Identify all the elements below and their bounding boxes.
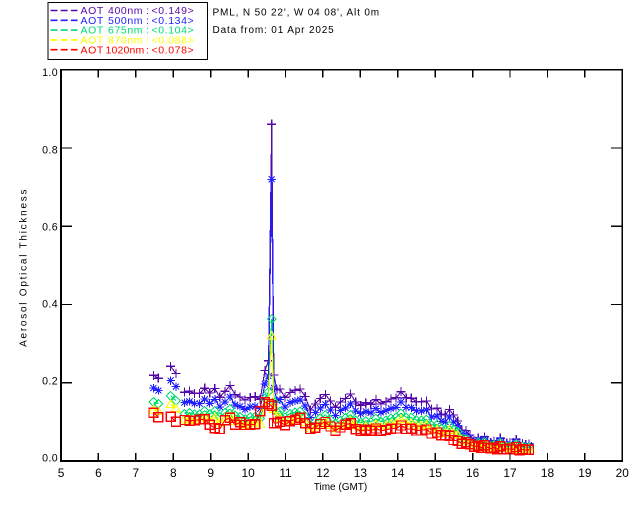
svg-text:16: 16 xyxy=(466,466,480,480)
svg-text:<0.134>: <0.134> xyxy=(152,15,195,27)
svg-text::: : xyxy=(146,25,149,37)
svg-text::: : xyxy=(146,35,149,47)
svg-text:AOT: AOT xyxy=(81,25,104,37)
svg-text:Time (GMT): Time (GMT) xyxy=(314,482,368,493)
svg-text:500nm: 500nm xyxy=(108,15,143,27)
svg-text:<0.149>: <0.149> xyxy=(152,5,195,17)
svg-text:870nm: 870nm xyxy=(108,35,143,47)
svg-text:20: 20 xyxy=(616,466,630,480)
svg-text:17: 17 xyxy=(503,466,517,480)
svg-text:7: 7 xyxy=(132,466,139,480)
svg-text:10: 10 xyxy=(241,466,255,480)
svg-text:8: 8 xyxy=(170,466,177,480)
svg-text:0.0: 0.0 xyxy=(42,453,58,465)
svg-text:Aerosol Optical Thickness: Aerosol Optical Thickness xyxy=(19,188,30,347)
svg-text:1.0: 1.0 xyxy=(42,67,58,79)
svg-text:13: 13 xyxy=(354,466,368,480)
svg-text::: : xyxy=(146,44,149,56)
svg-text:0.2: 0.2 xyxy=(42,376,58,388)
svg-text:19: 19 xyxy=(578,466,592,480)
svg-text:15: 15 xyxy=(429,466,443,480)
svg-text:0.6: 0.6 xyxy=(42,221,58,233)
svg-text:Data from: 01 Apr 2025: Data from: 01 Apr 2025 xyxy=(213,25,335,36)
svg-text:AOT: AOT xyxy=(81,35,104,47)
svg-text:AOT: AOT xyxy=(81,44,104,56)
svg-text:11: 11 xyxy=(279,466,292,480)
svg-text:5: 5 xyxy=(58,466,65,480)
svg-text:18: 18 xyxy=(541,466,555,480)
svg-text::: : xyxy=(146,5,149,17)
svg-text:9: 9 xyxy=(207,466,214,480)
svg-text:0.4: 0.4 xyxy=(42,299,58,311)
svg-text:<0.088>: <0.088> xyxy=(152,35,195,47)
svg-text:675nm: 675nm xyxy=(108,25,143,37)
svg-text::: : xyxy=(146,15,149,27)
svg-text:AOT: AOT xyxy=(81,15,104,27)
svg-text:<0.104>: <0.104> xyxy=(152,25,195,37)
svg-text:AOT: AOT xyxy=(81,5,104,17)
svg-text:12: 12 xyxy=(316,466,330,480)
svg-text:0.8: 0.8 xyxy=(42,144,58,156)
svg-text:1020nm: 1020nm xyxy=(106,44,145,56)
svg-text:400nm: 400nm xyxy=(108,5,143,17)
svg-text:14: 14 xyxy=(391,466,405,480)
svg-text:<0.078>: <0.078> xyxy=(152,44,195,56)
svg-text:PML, N 50 22', W 04 08', Alt 0: PML, N 50 22', W 04 08', Alt 0m xyxy=(213,8,380,19)
svg-text:6: 6 xyxy=(95,466,102,480)
